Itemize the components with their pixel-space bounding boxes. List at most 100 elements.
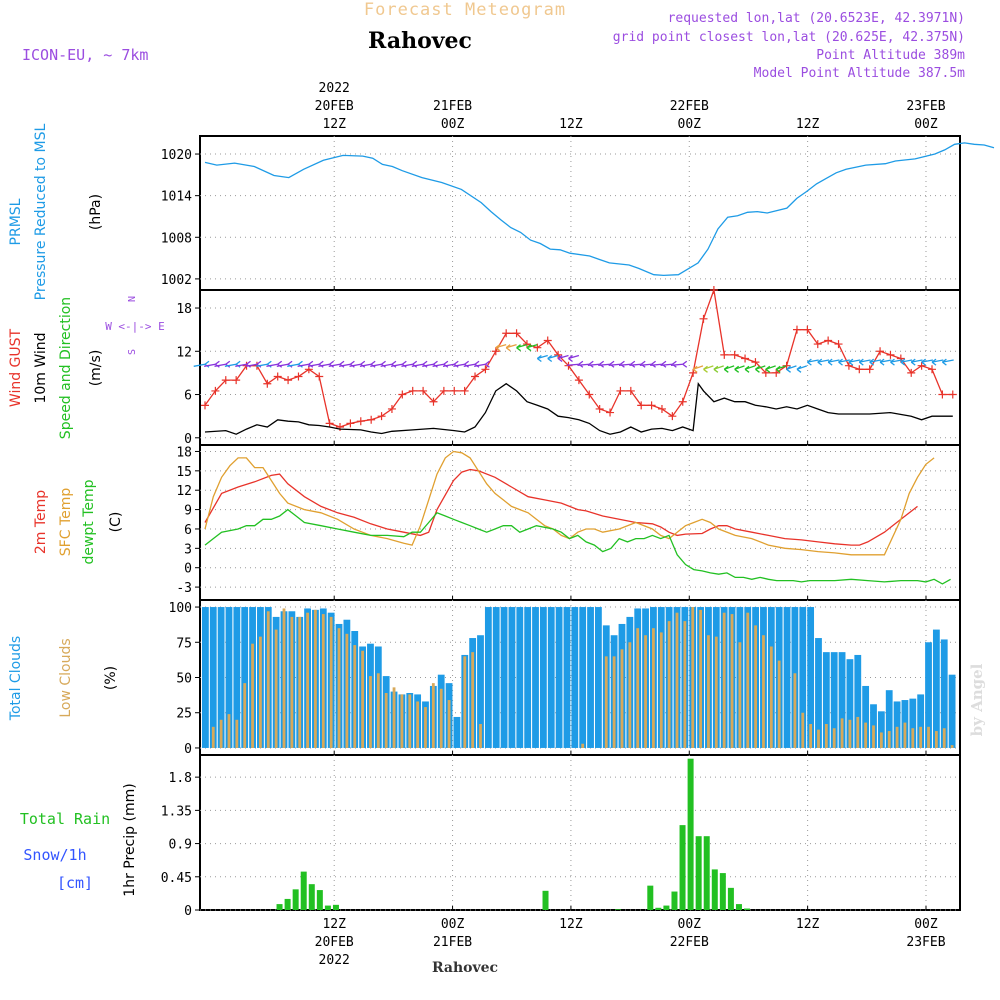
wind-arrow-head [806, 358, 812, 366]
gust-marker [201, 401, 209, 410]
wind-arrow-head [838, 358, 843, 366]
low-cloud-bar [919, 726, 923, 748]
time-label-bottom: 23FEB [906, 935, 945, 950]
model-label: ICON-EU, ~ 7km [22, 46, 148, 64]
low-cloud-bar [314, 609, 317, 748]
wind-arrow [869, 359, 882, 363]
wind-arrow-head [682, 360, 688, 368]
wind-arrow [235, 363, 247, 367]
panel-label: (hPa) [88, 194, 104, 230]
gust-marker [876, 347, 885, 356]
gust-marker [824, 336, 833, 345]
wind-arrow [266, 363, 278, 367]
wind-arrow-head [879, 358, 885, 366]
low-cloud-bar [282, 608, 286, 748]
y-tick-label: 1008 [161, 231, 192, 246]
low-cloud-bar [227, 714, 231, 748]
wind-arrow-head [526, 344, 532, 352]
gust-marker [263, 379, 272, 388]
time-label-top: 20FEB [315, 99, 354, 114]
low-cloud-bar [479, 724, 482, 748]
footer-place: Rahovec [432, 960, 498, 976]
gust-marker [502, 329, 511, 338]
wind-arrow [380, 363, 393, 367]
wind-arrow [650, 363, 663, 366]
wind-arrow [859, 359, 871, 363]
low-cloud-bar [659, 632, 663, 748]
low-cloud-bar [848, 719, 852, 748]
total-cloud-bar [815, 638, 822, 748]
low-cloud-bar [691, 607, 695, 748]
low-cloud-bar [471, 652, 475, 748]
low-cloud-bar [274, 629, 278, 748]
wind-arrow-head [900, 358, 906, 366]
gust-marker [367, 415, 376, 424]
gust-marker [232, 376, 241, 385]
wind-arrow-head [516, 344, 521, 352]
low-cloud-bar [369, 676, 372, 748]
wind-arrow-head [921, 358, 927, 366]
gust-marker [387, 404, 396, 413]
gust-marker [896, 354, 905, 363]
gust-marker [834, 340, 843, 349]
total-cloud-bar [783, 607, 791, 748]
wind-arrow-head [817, 358, 823, 366]
low-cloud-bar [353, 645, 357, 748]
low-cloud-bar [581, 743, 585, 748]
total-cloud-bar [822, 652, 830, 748]
rain-bar [671, 891, 678, 910]
wind-arrow [598, 363, 611, 366]
low-cloud-bar [707, 635, 710, 748]
wind-arrow [453, 363, 465, 367]
total-cloud-bar [233, 607, 241, 748]
low-cloud-bar [431, 683, 435, 748]
low-cloud-bar [699, 609, 702, 748]
panel-temperature: -3 0 3 6 9 12 15 18 [176, 444, 961, 601]
panel-frame [199, 444, 961, 601]
y-tick-label: 1014 [161, 190, 192, 205]
wind-compass: N W <-|-> E S [105, 296, 165, 355]
gust-marker [273, 372, 282, 381]
low-cloud-bar [439, 688, 443, 748]
y-tick-label: 100 [169, 601, 192, 616]
series-line-dewpt [204, 508, 951, 585]
gust-marker [325, 419, 334, 428]
gust-marker [574, 376, 583, 385]
low-cloud-bar [408, 694, 412, 748]
total-cloud-bar [893, 701, 901, 748]
rain-bar [308, 884, 315, 910]
wind-arrow [807, 359, 819, 363]
low-cloud-bar [762, 635, 765, 748]
wind-arrow [193, 363, 206, 367]
total-cloud-bar [579, 607, 587, 748]
wind-arrow-head [744, 365, 750, 373]
gust-marker [928, 365, 937, 374]
wind-arrow-head [755, 365, 760, 373]
low-cloud-bar [887, 731, 891, 748]
wind-arrow [900, 359, 913, 363]
total-cloud-bar [217, 607, 225, 748]
wind-arrow-head [827, 358, 833, 366]
panel-label: (m/s) [88, 350, 104, 387]
low-cloud-bar [604, 656, 608, 748]
gust-marker [439, 386, 448, 395]
low-cloud-bar [793, 673, 797, 748]
total-cloud-bar [508, 607, 516, 748]
total-cloud-bar [587, 607, 594, 748]
low-cloud-bar [636, 628, 640, 748]
wind-arrow [255, 363, 268, 367]
low-cloud-bar [376, 673, 380, 748]
low-cloud-bar [942, 728, 946, 748]
y-tick-label: 75 [176, 636, 192, 651]
total-cloud-bar [846, 659, 854, 748]
low-cloud-bar [872, 725, 875, 748]
total-cloud-bar [532, 607, 539, 748]
panel-label: 10m Wind [33, 332, 49, 403]
wind-arrow [670, 363, 683, 366]
panel-label: dewpt Temp [81, 479, 97, 564]
low-cloud-bar [243, 683, 247, 748]
total-cloud-bar [932, 629, 940, 748]
total-cloud-bar [225, 607, 233, 748]
wind-arrow-head [786, 365, 791, 373]
wind-arrow [660, 363, 673, 366]
